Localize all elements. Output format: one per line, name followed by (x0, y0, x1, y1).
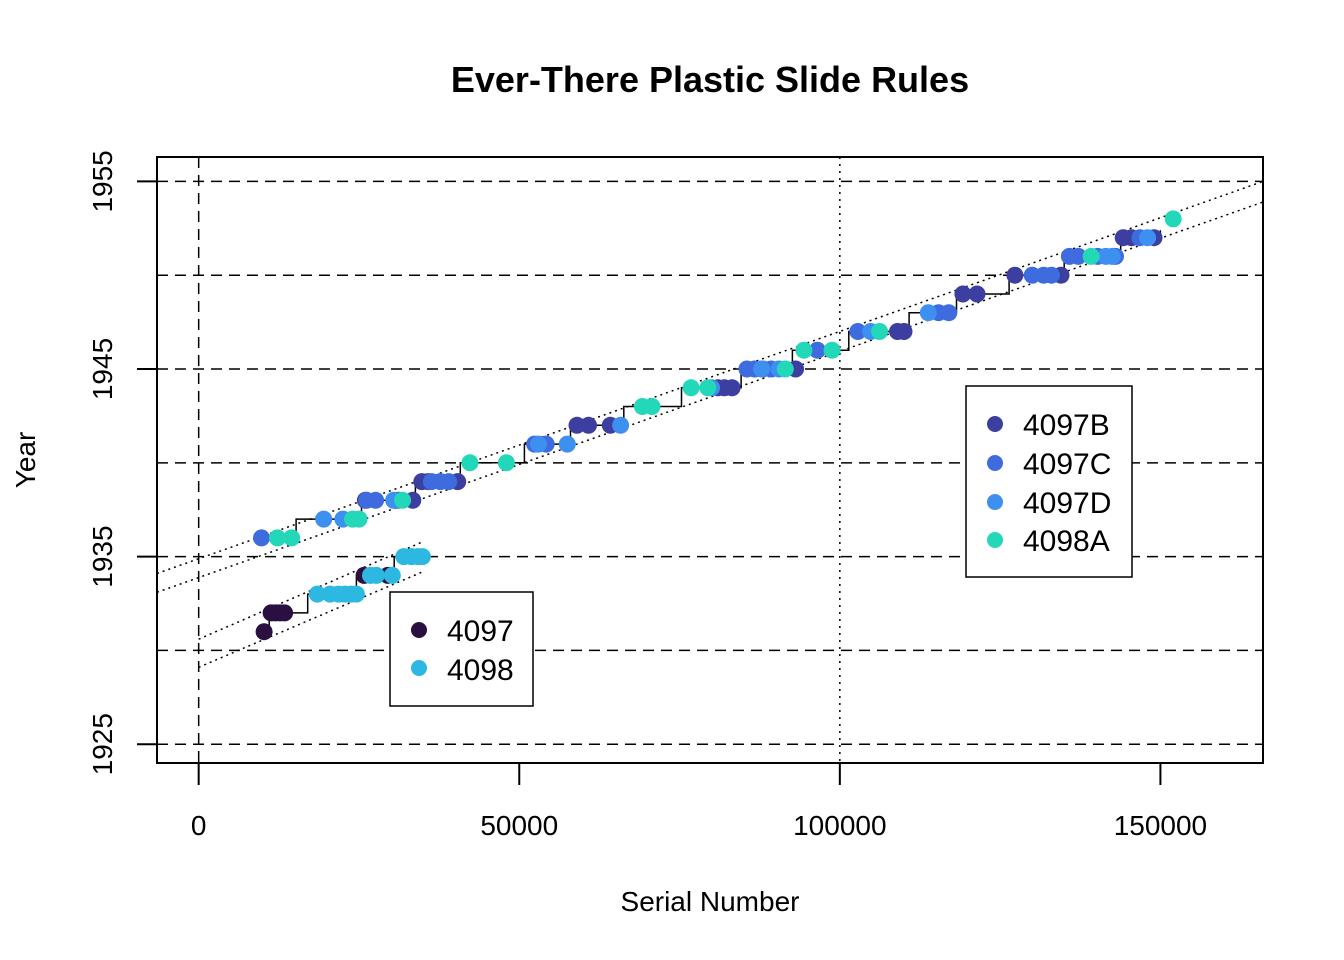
point-4098a-11 (776, 360, 794, 378)
chart-title: Ever-There Plastic Slide Rules (451, 59, 969, 100)
point-4098a-15 (1082, 247, 1100, 265)
data-points (253, 210, 1182, 641)
point-4098a-13 (823, 341, 841, 359)
point-4097-4 (276, 604, 294, 622)
point-4097c-14 (849, 323, 867, 340)
point-4098-8 (383, 566, 401, 584)
point-4098a-12 (795, 341, 813, 359)
point-4097b-6 (580, 416, 597, 434)
series-4098 (308, 548, 431, 603)
point-4098a-14 (871, 323, 889, 340)
point-4098a-5 (461, 454, 479, 472)
legend-a-frame (389, 591, 534, 707)
legend-label-4098: 4098 (447, 654, 514, 687)
point-4097d-7 (753, 360, 771, 378)
legend-label-4098a: 4098A (1023, 525, 1110, 558)
legend-a: 4097 4098 (389, 591, 534, 707)
x-tick-label-0: 0 (191, 810, 207, 841)
point-4098a-1 (283, 529, 301, 547)
point-4098-12 (413, 548, 431, 566)
point-4098a-8 (643, 398, 661, 415)
y-tick-label-1945: 1945 (87, 338, 118, 400)
legend-swatch-4097b (987, 416, 1003, 432)
point-4097d-10 (919, 304, 937, 322)
point-4098a-3 (350, 510, 368, 528)
dotted-fit-lines (157, 180, 1263, 669)
x-tick-label-150000: 150000 (1114, 810, 1207, 841)
point-4098a-16 (1164, 210, 1182, 228)
point-4097c-16 (940, 304, 958, 322)
point-4098a-4 (394, 491, 412, 509)
point-4098a-10 (699, 379, 717, 397)
fit-line-1 (198, 570, 424, 669)
point-4097c-21 (1069, 247, 1087, 265)
legend-label-4097b: 4097B (1023, 409, 1110, 442)
point-4097b-15 (968, 285, 986, 303)
x-tick-label-50000: 50000 (480, 810, 558, 841)
legend-swatch-4097c (987, 455, 1003, 471)
legend-label-4097c: 4097C (1023, 448, 1111, 481)
point-4097b-14 (954, 285, 972, 303)
point-4097c-6 (440, 473, 458, 491)
y-tick-label-1955: 1955 (87, 150, 118, 212)
legend-swatch-4098 (411, 660, 427, 676)
x-axis-label: Serial Number (621, 886, 800, 917)
point-4097c-2 (367, 491, 385, 509)
point-4097c-19 (1042, 266, 1060, 284)
point-4097d-5 (612, 416, 630, 434)
x-tick-label-100000: 100000 (793, 810, 886, 841)
series-4098a (269, 210, 1182, 547)
point-4097d-0 (315, 510, 333, 528)
legend-swatch-4097d (987, 494, 1003, 510)
point-4098-5 (347, 585, 365, 603)
point-4097b-10 (723, 379, 741, 397)
point-4098-0 (308, 585, 326, 603)
point-4098a-6 (497, 454, 515, 472)
legend-b: 4097B 4097C 4097D 4098A (965, 385, 1133, 578)
point-4098a-0 (269, 529, 286, 547)
legend-swatch-4097 (411, 622, 427, 638)
point-4097b-16 (1006, 266, 1024, 284)
point-4097-0 (255, 623, 273, 641)
y-axis: 1925 1935 1945 1955 (87, 150, 158, 775)
point-4097d-13 (1139, 229, 1157, 247)
point-4097c-0 (253, 529, 270, 547)
y-tick-label-1935: 1935 (87, 525, 118, 587)
point-4098a-9 (682, 379, 700, 397)
legend-label-4097d: 4097D (1023, 487, 1111, 520)
point-4097b-13 (895, 323, 913, 340)
legend-label-4097: 4097 (447, 615, 514, 648)
point-4098-7 (367, 566, 385, 584)
legend-swatch-4098a (987, 532, 1003, 548)
point-4097c-13 (808, 341, 826, 359)
y-tick-label-1925: 1925 (87, 713, 118, 775)
point-4097d-4 (558, 435, 576, 453)
point-4097d-3 (530, 435, 547, 453)
y-axis-label: Year (10, 432, 41, 489)
point-4097d-12 (1103, 247, 1121, 265)
x-axis: 0 50000 100000 150000 (191, 762, 1207, 841)
